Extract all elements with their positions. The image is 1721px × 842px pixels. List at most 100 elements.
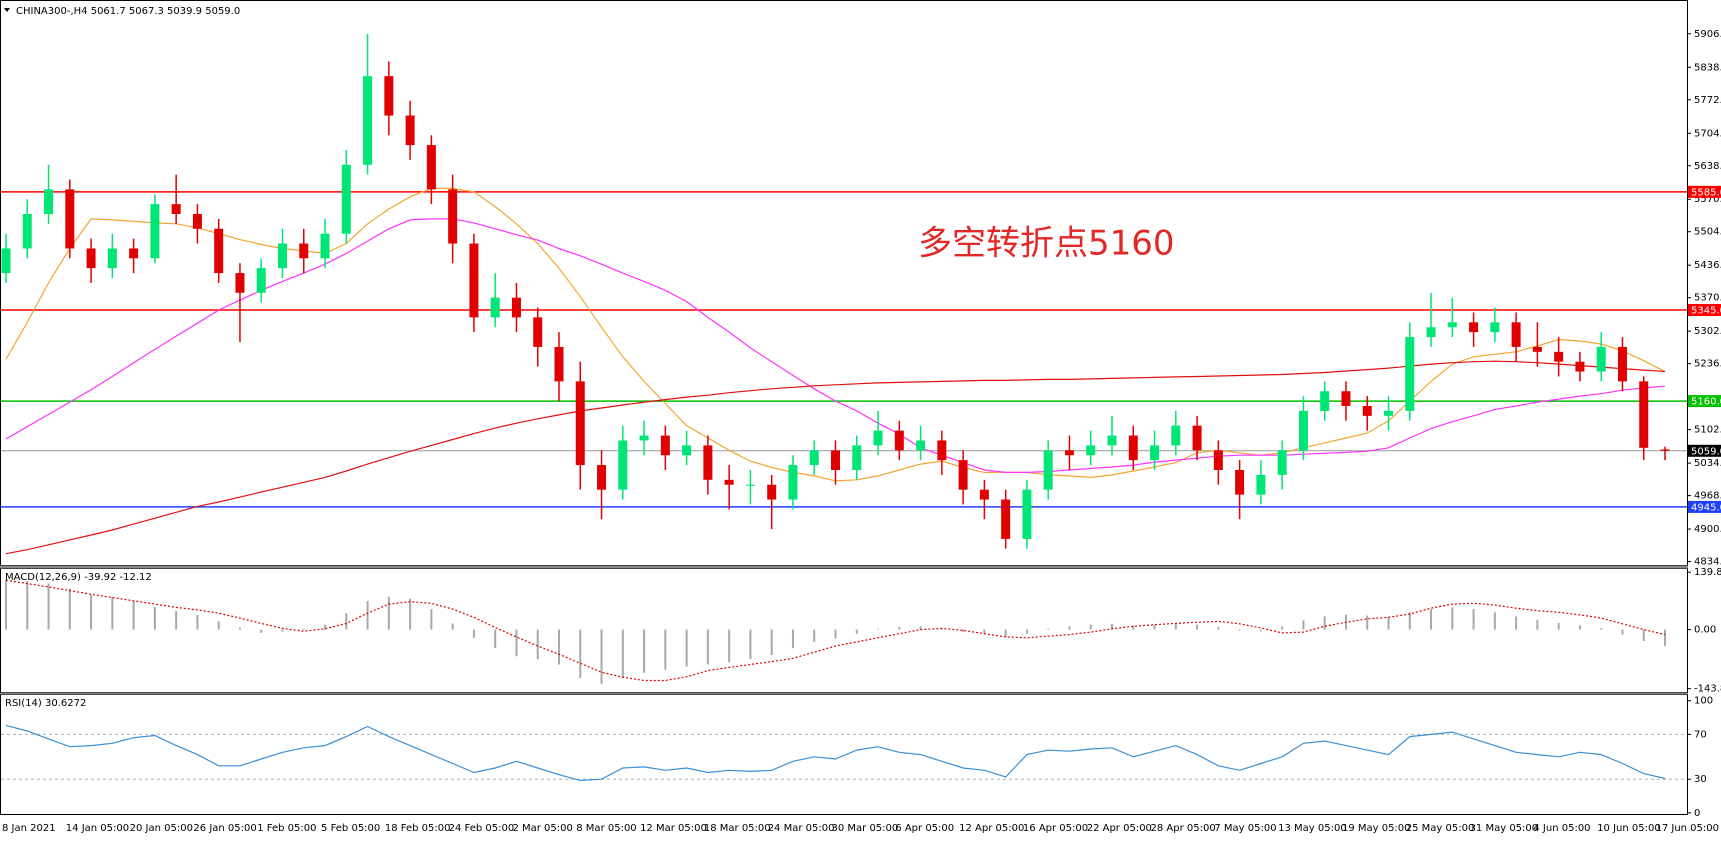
y-tick-label: 5570.0 — [1694, 194, 1721, 205]
candle-body — [1150, 445, 1160, 461]
candle-body — [575, 381, 585, 466]
candle-body — [618, 440, 628, 490]
candle-body — [916, 440, 926, 451]
candle-body — [533, 317, 543, 347]
x-tick-label: 28 Apr 05:00 — [1151, 823, 1216, 834]
candle-body — [682, 445, 692, 456]
y-tick-label: 5638.0 — [1694, 161, 1721, 172]
y-tick-label: 139.86 — [1694, 567, 1721, 578]
candle-body — [660, 435, 670, 456]
candle-body — [1107, 435, 1117, 446]
candle-body — [894, 430, 904, 451]
y-tick-label: 4900.0 — [1694, 524, 1721, 535]
candle-body — [150, 204, 160, 259]
x-tick-label: 4 Jun 05:00 — [1533, 823, 1590, 834]
rsi-label: RSI(14) 30.6272 — [5, 698, 86, 709]
candle-body — [554, 346, 564, 382]
x-tick-label: 18 Mar 05:00 — [704, 823, 771, 834]
candle-body — [256, 268, 266, 293]
y-tick-label: 5102.0 — [1694, 425, 1721, 436]
y-tick-label: 5370.0 — [1694, 293, 1721, 304]
candle-body — [1405, 337, 1415, 411]
last-price-label: 5059.0 — [1691, 446, 1721, 457]
candle-body — [1532, 346, 1542, 352]
candle-body — [1, 248, 11, 274]
x-tick-label: 13 May 05:00 — [1278, 823, 1347, 834]
candle-body — [809, 450, 819, 466]
level-tag-label: 5345.0 — [1691, 305, 1721, 316]
candle-body — [1128, 435, 1138, 461]
x-tick-label: 30 Mar 05:00 — [832, 823, 899, 834]
y-tick-label: 0 — [1694, 808, 1700, 819]
x-tick-label: 26 Jan 05:00 — [193, 823, 256, 834]
candle-body — [703, 445, 713, 480]
x-tick-label: 31 May 05:00 — [1470, 823, 1539, 834]
candle-body — [405, 115, 415, 146]
candle-body — [86, 248, 96, 269]
x-tick-label: 17 Jun 05:00 — [1655, 823, 1719, 834]
candle-body — [171, 204, 181, 214]
level-tag-label: 4945.0 — [1691, 502, 1721, 513]
panel-separator — [0, 565, 1688, 569]
y-tick-label: 0.00 — [1694, 625, 1716, 636]
rsi-line — [5, 724, 1666, 782]
candle-body — [1447, 322, 1457, 328]
candle-body — [639, 435, 649, 441]
x-tick-label: 20 Jan 05:00 — [130, 823, 193, 834]
candle-body — [1256, 474, 1266, 495]
candle-body — [1001, 499, 1011, 539]
x-tick-label: 24 Feb 05:00 — [449, 823, 515, 834]
last-price-tag — [1688, 444, 1721, 457]
candle-body — [1554, 351, 1564, 362]
candle-body — [1320, 391, 1330, 411]
candle-body — [831, 450, 840, 470]
candle-body — [745, 484, 755, 486]
candle-body — [1043, 450, 1053, 490]
candle-body — [1064, 450, 1074, 456]
candle-body — [341, 164, 351, 234]
candle-body — [192, 213, 202, 229]
x-tick-label: 14 Jan 05:00 — [66, 823, 129, 834]
level-tag-label: 5585.0 — [1691, 187, 1721, 198]
candle-body — [1469, 322, 1479, 333]
macd-signal — [5, 579, 1666, 682]
candle-body — [235, 273, 245, 293]
panel-separator — [0, 692, 1688, 695]
y-tick-label: 4968.0 — [1694, 491, 1721, 502]
candle-body — [1660, 449, 1670, 451]
candle-body — [384, 76, 394, 116]
candle-body — [1384, 410, 1393, 416]
x-tick-label: 16 Apr 05:00 — [1023, 823, 1088, 834]
x-tick-label: 18 Feb 05:00 — [385, 823, 451, 834]
y-tick-label: 5838.0 — [1694, 62, 1721, 73]
level-tag — [1688, 185, 1721, 198]
candle-body — [873, 430, 883, 446]
y-tick-label: 100 — [1694, 696, 1713, 707]
y-tick-label: 5906.0 — [1694, 29, 1721, 40]
candle-body — [958, 460, 968, 490]
x-tick-label: 1 Feb 05:00 — [257, 823, 316, 834]
x-tick-label: 8 Jan 2021 — [2, 823, 56, 834]
candle-body — [767, 484, 777, 500]
candle-body — [469, 243, 479, 318]
candle-body — [1235, 469, 1245, 495]
collapse-arrow[interactable] — [4, 8, 10, 12]
y-tick-label: 4834.0 — [1694, 557, 1721, 568]
candle-body — [1490, 322, 1500, 333]
x-tick-label: 22 Apr 05:00 — [1087, 823, 1152, 834]
x-tick-label: 25 May 05:00 — [1406, 823, 1475, 834]
candle-body — [299, 243, 309, 259]
candle-body — [1277, 450, 1287, 475]
x-tick-label: 19 May 05:00 — [1342, 823, 1411, 834]
candle-body — [1341, 391, 1351, 406]
x-tick-label: 12 Apr 05:00 — [959, 823, 1024, 834]
x-tick-label: 6 Apr 05:00 — [895, 823, 954, 834]
candle-body — [426, 145, 436, 190]
candle-body — [278, 243, 287, 269]
candle-body — [852, 445, 862, 470]
candle-body — [1086, 445, 1096, 456]
candle-body — [129, 248, 139, 259]
x-tick-label: 7 May 05:00 — [1214, 823, 1276, 834]
